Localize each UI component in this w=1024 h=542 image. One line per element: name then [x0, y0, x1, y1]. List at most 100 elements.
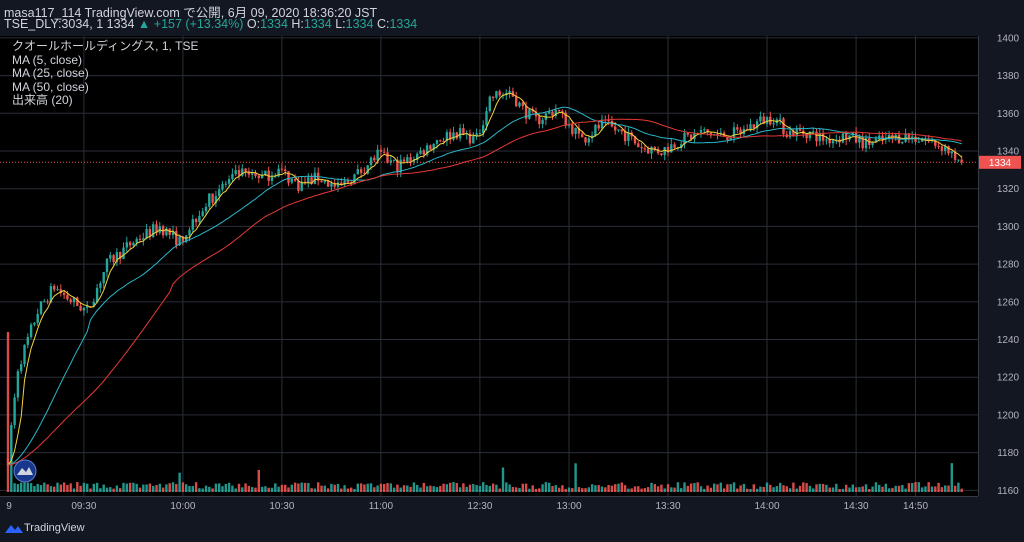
- volume-bar: [82, 482, 86, 492]
- volume-bar: [343, 485, 346, 492]
- volume-bar: [488, 485, 491, 492]
- candle-body: [307, 177, 310, 183]
- candle-body: [515, 96, 518, 107]
- candle-body: [194, 219, 198, 223]
- candle-body: [798, 129, 802, 131]
- volume-bar: [653, 484, 656, 492]
- volume-bar: [10, 464, 13, 492]
- candle-body: [36, 313, 39, 323]
- volume-bar: [300, 482, 303, 492]
- candle-body: [614, 126, 617, 131]
- candle-body: [274, 176, 277, 178]
- legend-ma50: MA (50, close): [12, 79, 89, 94]
- candle-body: [904, 133, 907, 142]
- volume-bar: [868, 488, 871, 492]
- volume-bar: [369, 483, 373, 492]
- volume-bar: [937, 482, 940, 492]
- candle-body: [142, 238, 145, 240]
- volume-bar: [838, 488, 841, 492]
- volume-bar: [376, 485, 379, 492]
- volume-bar: [561, 485, 564, 492]
- candle-body: [82, 307, 86, 311]
- volume-bar: [752, 484, 755, 492]
- volume-bar: [917, 482, 920, 492]
- candle-body: [656, 148, 660, 154]
- y-tick-label: 1260: [997, 297, 1020, 308]
- x-tick-label: 09:30: [71, 501, 96, 512]
- candle-body: [280, 168, 284, 170]
- volume-bar: [39, 485, 43, 492]
- candle-body: [396, 159, 399, 173]
- volume-bar: [346, 488, 350, 492]
- candle-body: [689, 134, 693, 139]
- volume-bar: [208, 486, 211, 492]
- volume-bar: [287, 487, 290, 492]
- high-label: H:: [291, 17, 304, 31]
- candle-body: [478, 133, 482, 135]
- volume-bar: [155, 485, 158, 492]
- volume-bar: [429, 485, 432, 492]
- candle-body: [33, 322, 36, 325]
- volume-bar: [218, 483, 221, 492]
- candle-body: [907, 133, 911, 138]
- volume-bar: [818, 483, 821, 492]
- volume-bar: [713, 483, 716, 492]
- candle-body: [376, 149, 379, 161]
- candle-body: [957, 159, 960, 161]
- volume-bar: [663, 488, 666, 492]
- volume-bar: [412, 482, 416, 492]
- candle-body: [736, 127, 739, 130]
- volume-bar: [465, 486, 468, 492]
- candle-body: [521, 102, 524, 107]
- candle-body: [587, 138, 590, 143]
- candle-body: [379, 149, 383, 152]
- y-tick-label: 1160: [997, 486, 1019, 497]
- candle-body: [359, 169, 363, 173]
- volume-bar: [350, 487, 353, 492]
- candle-body: [848, 135, 851, 140]
- volume-bar: [812, 488, 815, 492]
- candle-body: [940, 146, 944, 151]
- volume-bar: [33, 486, 36, 492]
- candle-body: [680, 144, 683, 148]
- candle-body: [326, 180, 330, 187]
- candle-body: [749, 124, 752, 131]
- volume-bar: [13, 483, 16, 492]
- volume-bar: [72, 488, 76, 492]
- volume-bar: [475, 485, 478, 492]
- candle-body: [10, 425, 13, 465]
- volume-bar: [392, 487, 396, 492]
- candle-body: [323, 180, 326, 183]
- candle-body: [148, 229, 152, 237]
- x-tick-label: 13:30: [655, 501, 680, 512]
- candle-body: [399, 159, 402, 173]
- candle-body: [600, 119, 604, 129]
- candle-body: [416, 153, 419, 160]
- volume-bar: [356, 483, 359, 492]
- volume-bar: [6, 332, 10, 492]
- volume-bar: [544, 482, 548, 492]
- volume-bar: [491, 483, 495, 492]
- candle-body: [835, 139, 838, 141]
- volume-bar: [683, 482, 686, 492]
- volume-bar: [383, 484, 386, 492]
- candle-body: [828, 139, 831, 144]
- volume-bar: [59, 484, 62, 492]
- volume-bar: [142, 484, 145, 492]
- candle-body: [16, 371, 20, 398]
- publish-info: masa117_114 TradingView.com で公開, 6月 09, …: [4, 6, 378, 20]
- volume-bar: [587, 487, 590, 492]
- x-axis: 9 09:30 10:00 10:30 11:00 12:30 13:00 13:30 14:0…: [6, 501, 928, 512]
- volume-bar: [637, 486, 640, 492]
- candle-body: [422, 150, 425, 155]
- candle-body: [666, 147, 670, 153]
- volume-bar: [468, 484, 472, 492]
- legend-ma5: MA (5, close): [12, 52, 83, 67]
- candle-body: [640, 147, 643, 149]
- candle-body: [590, 135, 594, 139]
- candle-body: [831, 140, 835, 144]
- candle-body: [755, 121, 759, 129]
- candle-body: [623, 131, 627, 142]
- volume-bar: [445, 484, 449, 492]
